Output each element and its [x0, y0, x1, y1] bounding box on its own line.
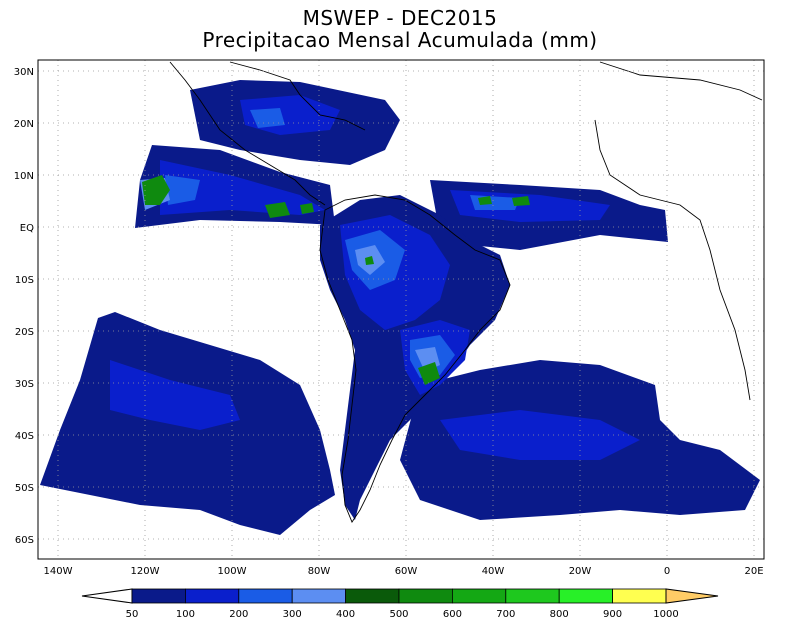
lat-label: 10N: [14, 171, 34, 182]
lat-label: 30N: [14, 67, 34, 78]
colorbar-label: 700: [496, 609, 515, 618]
lon-label: 80W: [308, 566, 331, 577]
lon-label: 120W: [131, 566, 160, 577]
lon-label: 40W: [482, 566, 505, 577]
precipitation-field-500: [142, 175, 530, 385]
coastlines: [169, 61, 763, 523]
colorbar-label: 1000: [653, 609, 678, 618]
lat-label: EQ: [20, 223, 34, 234]
colorbar-label: 50: [126, 609, 139, 618]
lon-label: 20W: [569, 566, 592, 577]
colorbar-label: 900: [603, 609, 622, 618]
lon-label: 20E: [744, 566, 763, 577]
lat-label: 10S: [15, 275, 34, 286]
lat-label: 30S: [15, 379, 34, 390]
colorbar-label: 600: [443, 609, 462, 618]
colorbar-label: 400: [336, 609, 355, 618]
lat-label: 40S: [15, 431, 34, 442]
colorbar-label: 100: [176, 609, 195, 618]
map-subtitle: Precipitacao Mensal Acumulada (mm): [202, 28, 598, 52]
colorbar-label: 300: [283, 609, 302, 618]
colorbar-swatch: [612, 588, 667, 604]
colorbar-label: 200: [229, 609, 248, 618]
lat-label: 50S: [15, 483, 34, 494]
map-title: MSWEP - DEC2015: [302, 6, 498, 30]
lon-label: 0: [664, 566, 670, 577]
lat-label: 20N: [14, 119, 34, 130]
longitude-labels: 140W 120W 100W 80W 60W 40W 20W 0 20E: [44, 566, 764, 577]
lon-label: 140W: [44, 566, 73, 577]
colorbar-label: 800: [550, 609, 569, 618]
lat-label: 20S: [15, 327, 34, 338]
colorbar-swatch: [184, 588, 240, 604]
colorbar-swatch: [398, 588, 453, 604]
colorbar-swatch: [345, 588, 400, 604]
lon-label: 60W: [395, 566, 418, 577]
colorbar-swatch: [238, 588, 293, 604]
colorbar-label: 500: [389, 609, 408, 618]
colorbar: 50 100 200 300 400 500 600 700 800 900 1000: [81, 588, 719, 618]
colorbar-swatch: [131, 588, 186, 604]
colorbar-swatch: [558, 588, 614, 604]
colorbar-under-triangle: [81, 588, 133, 604]
latitude-labels: 30N 20N 10N EQ 10S 20S 30S 40S 50S 60S: [14, 67, 34, 546]
graticule: [38, 60, 764, 559]
lat-label: 60S: [15, 535, 34, 546]
colorbar-swatch: [451, 588, 507, 604]
colorbar-over-triangle: [665, 588, 719, 604]
colorbar-swatch: [291, 588, 347, 604]
colorbar-swatch: [505, 588, 560, 604]
lon-label: 100W: [218, 566, 247, 577]
